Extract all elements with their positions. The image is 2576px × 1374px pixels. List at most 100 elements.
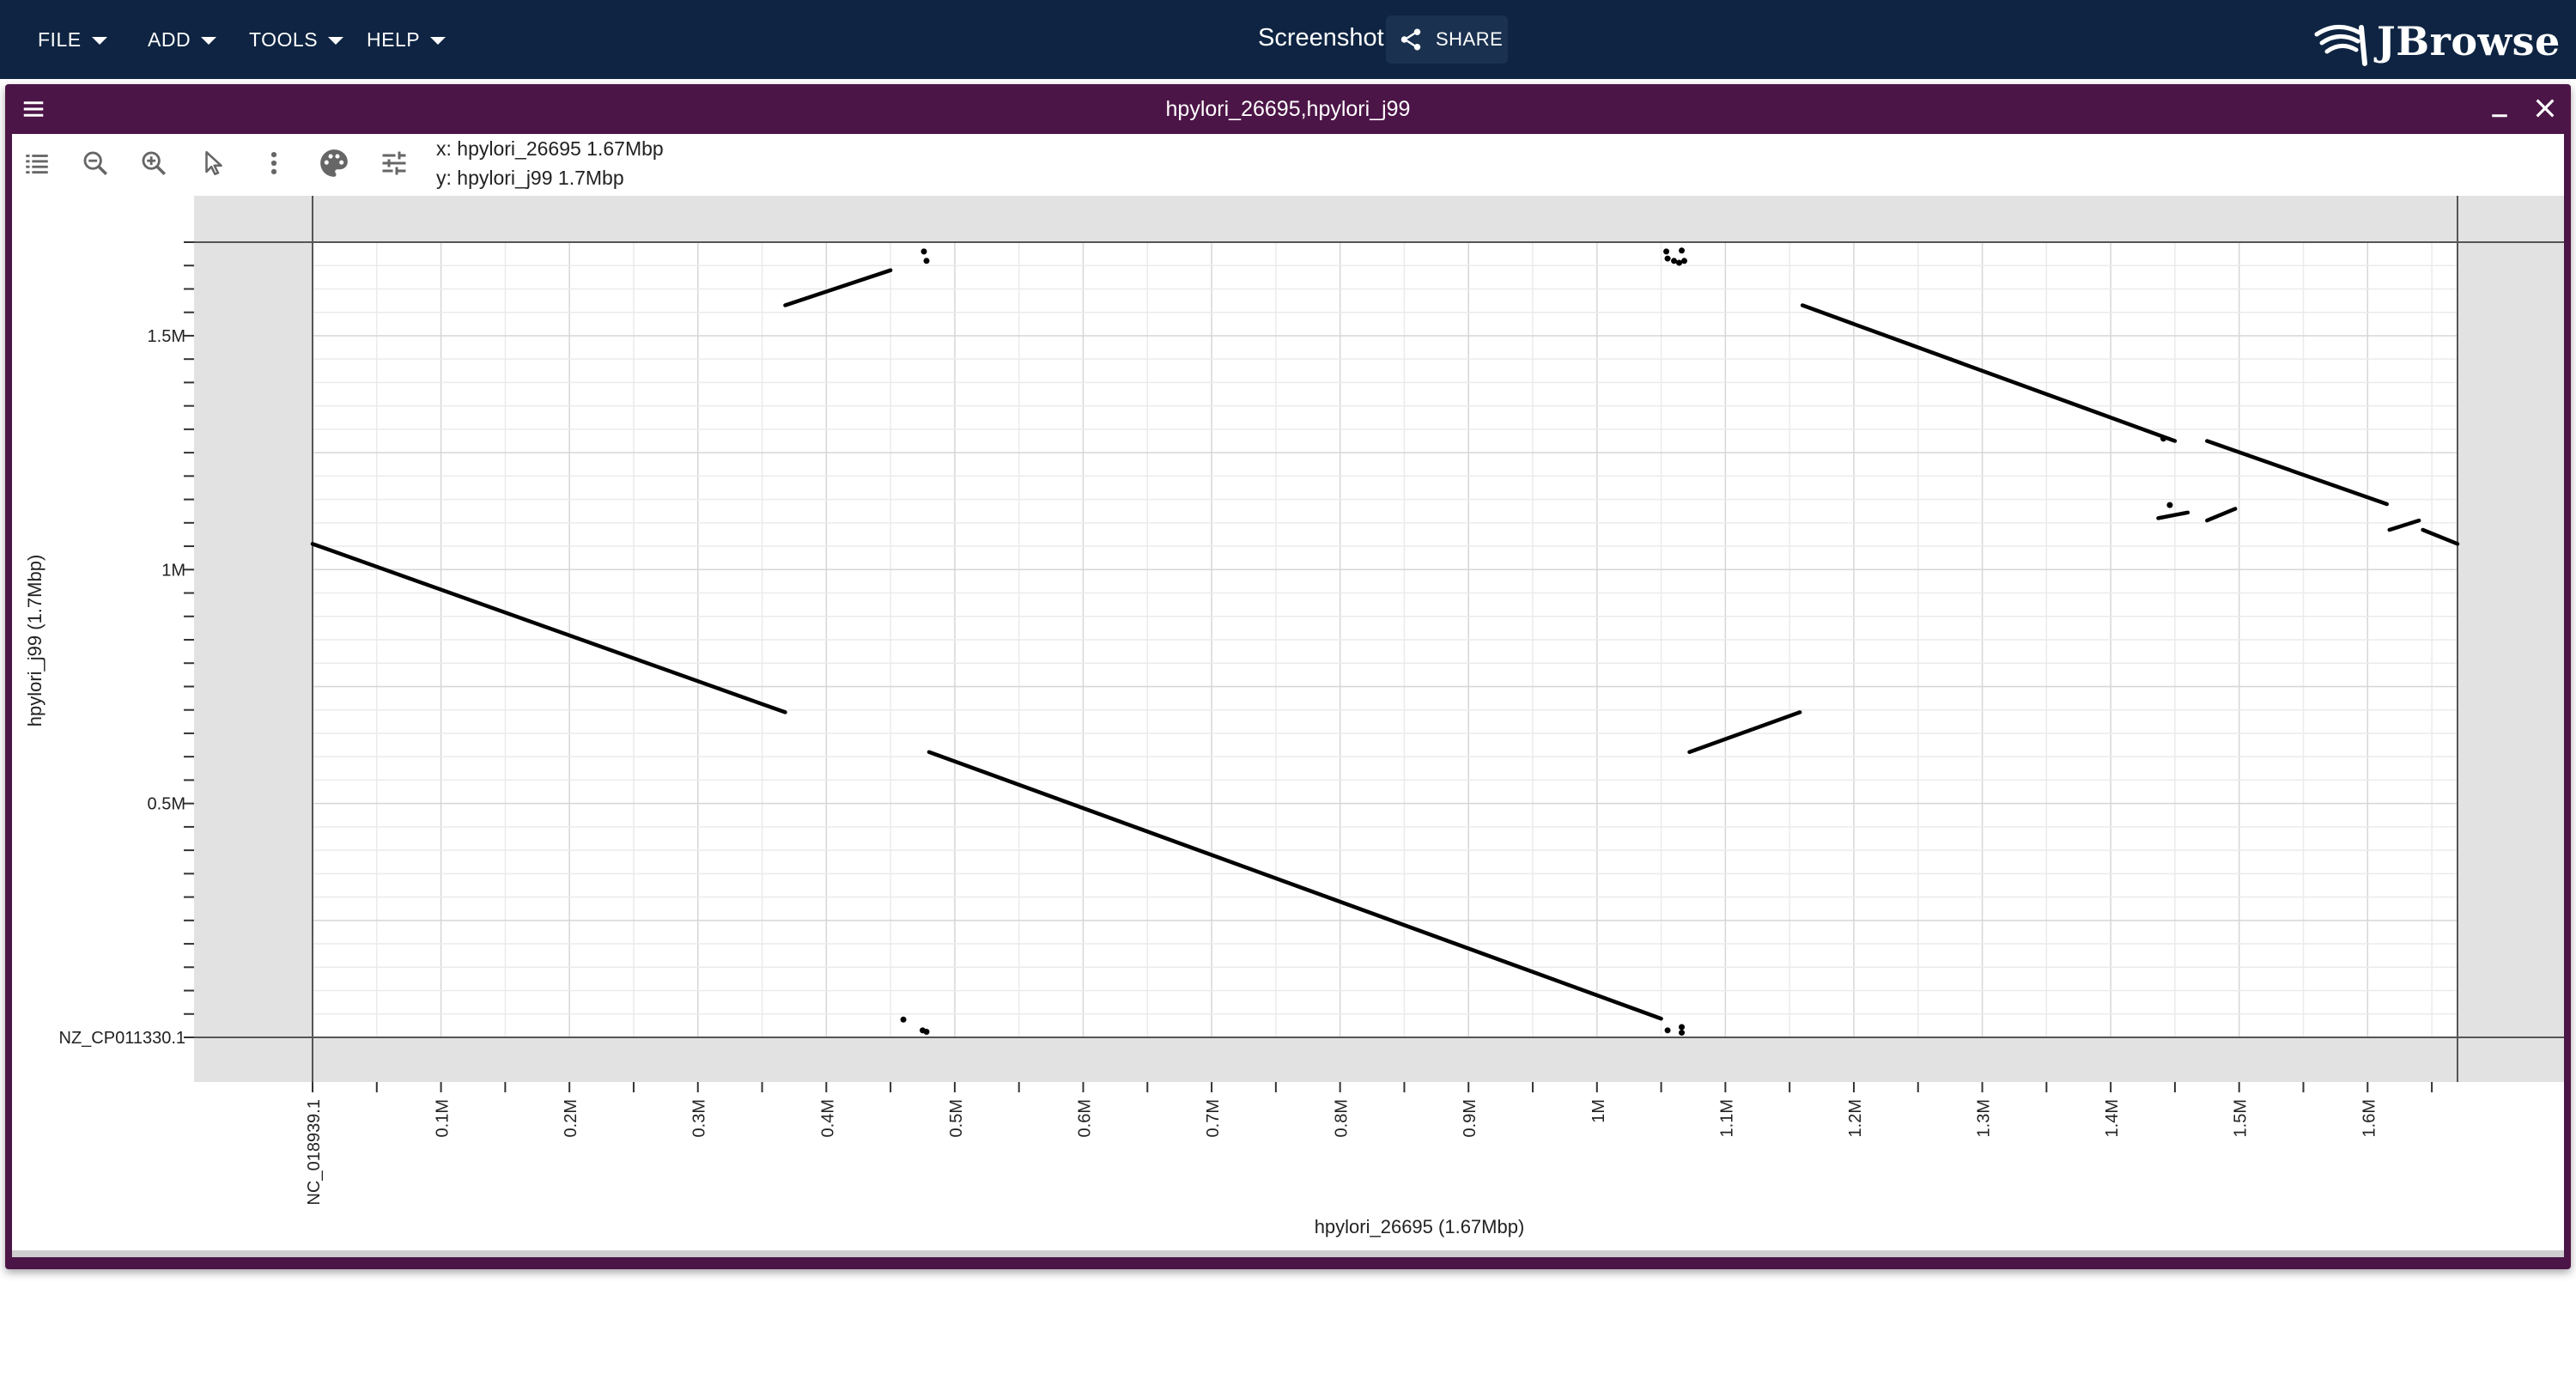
- close-icon[interactable]: [2531, 94, 2559, 122]
- alignment-segment[interactable]: [2156, 510, 2190, 520]
- alignment-segment[interactable]: [310, 542, 787, 714]
- x-axis-tick-label: 0.4M: [818, 1099, 837, 1137]
- alignment-point[interactable]: [2160, 435, 2166, 442]
- alignment-point[interactable]: [920, 248, 927, 255]
- minimize-icon[interactable]: [2487, 96, 2512, 122]
- cursor-icon: [205, 150, 222, 176]
- zoom-in-button[interactable]: [132, 143, 175, 184]
- jbrowse-logo-text: JBrowse: [2377, 18, 2561, 64]
- more-vert-icon: [270, 151, 277, 175]
- y-axis-tick-label: 1.5M: [148, 327, 185, 346]
- view-title[interactable]: hpylori_26695,hpylori_j99: [1165, 97, 1411, 121]
- x-axis-tick-label: 1.5M: [2232, 1099, 2251, 1137]
- x-axis-tick-label: 0.6M: [1075, 1099, 1094, 1137]
- caret-down-icon: [201, 37, 217, 45]
- alignment-point[interactable]: [923, 258, 930, 264]
- share-label: SHARE: [1436, 28, 1504, 50]
- x-axis-tick-label: 1.6M: [2360, 1099, 2379, 1137]
- alignment-point[interactable]: [923, 1028, 930, 1035]
- x-axis-tick-label: 1.4M: [2103, 1099, 2122, 1137]
- alignment-point[interactable]: [900, 1016, 907, 1023]
- alignment-point[interactable]: [1681, 258, 1688, 264]
- y-axis-tick-label: 0.5M: [148, 795, 185, 814]
- tools-menu-label: TOOLS: [249, 27, 319, 51]
- app-bar: FILE ADD TOOLS HELP Screenshot SHARE JBr…: [0, 0, 2576, 79]
- dotplot-view: hpylori_26695,hpylori_j99: [5, 84, 2571, 1269]
- coordinate-readout: x: hpylori_26695 1.67Mbp y: hpylori_j99 …: [436, 134, 664, 192]
- zoom-out-icon: [83, 151, 108, 176]
- x-axis-tick-label: 0.5M: [947, 1099, 966, 1137]
- zoom-out-button[interactable]: [74, 143, 117, 184]
- plot-background: [194, 196, 2564, 1082]
- alignment-point[interactable]: [1679, 1030, 1686, 1037]
- palette-icon: [320, 149, 348, 177]
- alignment-segment[interactable]: [2205, 507, 2238, 523]
- alignment-segment[interactable]: [2387, 518, 2421, 532]
- alignment-segment[interactable]: [927, 750, 1663, 1021]
- view-body: x: hpylori_26695 1.67Mbp y: hpylori_j99 …: [12, 134, 2564, 1250]
- file-menu-button[interactable]: FILE: [38, 19, 107, 60]
- y-axis-title: hpylori_j99 (1.7Mbp): [24, 555, 46, 727]
- y-axis: NZ_CP011330.1 0.5M 1M 1.5M: [59, 241, 194, 1048]
- x-axis-tick-label: 0.1M: [434, 1099, 453, 1137]
- x-axis-tick-label: 0.8M: [1333, 1099, 1352, 1137]
- x-axis-tick-label: 1.2M: [1846, 1099, 1865, 1137]
- plot-border: [194, 196, 2564, 1082]
- alignment-point[interactable]: [1664, 1027, 1671, 1034]
- y-axis-tick-label: NZ_CP011330.1: [59, 1029, 186, 1048]
- y-axis-tick-label: 1M: [161, 561, 185, 580]
- jbrowse-logo-icon: [2314, 25, 2367, 66]
- jbrowse-logo: JBrowse: [2312, 15, 2561, 67]
- file-menu-label: FILE: [38, 27, 82, 51]
- share-button[interactable]: SHARE: [1386, 15, 1508, 64]
- x-axis-title: hpylori_26695 (1.67Mbp): [1315, 1216, 1525, 1237]
- x-axis-tick-label: 0.9M: [1461, 1099, 1479, 1137]
- alignment-point[interactable]: [1679, 1024, 1686, 1030]
- cursor-mode-button[interactable]: [192, 143, 235, 184]
- caret-down-icon: [328, 37, 344, 45]
- settings-button[interactable]: [373, 143, 416, 184]
- x-axis-tick-label: 1.1M: [1717, 1099, 1736, 1137]
- alignment-point[interactable]: [1663, 248, 1670, 255]
- alignment-point[interactable]: [1676, 259, 1683, 266]
- more-options-button[interactable]: [252, 143, 295, 184]
- dotplot-chart[interactable]: NC_018939.1 0.1M 0.2M 0.3M 0.4M 0.5M 0.6M 0.7M 0…: [12, 134, 2564, 1250]
- x-axis-tick-label: 0.7M: [1204, 1099, 1223, 1137]
- track-selector-button[interactable]: [15, 143, 58, 184]
- alignment-point[interactable]: [1679, 247, 1686, 254]
- caret-down-icon: [430, 37, 447, 45]
- coordinate-y: y: hpylori_j99 1.7Mbp: [436, 167, 624, 189]
- grid: [313, 242, 2458, 1037]
- view-header: hpylori_26695,hpylori_j99: [5, 84, 2571, 134]
- add-menu-button[interactable]: ADD: [148, 19, 217, 60]
- x-axis-tick-label: 1M: [1589, 1099, 1608, 1123]
- alignment-point[interactable]: [1671, 258, 1678, 264]
- share-icon: [1400, 28, 1421, 51]
- caret-down-icon: [91, 37, 107, 45]
- coordinate-x: x: hpylori_26695 1.67Mbp: [436, 137, 664, 160]
- alignment-data[interactable]: [310, 247, 2460, 1037]
- alignment-segment[interactable]: [2421, 527, 2460, 546]
- x-axis: NC_018939.1 0.1M 0.2M 0.3M 0.4M 0.5M 0.6M 0.7M 0…: [305, 1082, 2433, 1205]
- alignment-segment[interactable]: [1687, 710, 1802, 754]
- alignment-point[interactable]: [1664, 255, 1671, 262]
- tune-icon: [382, 151, 406, 175]
- list-icon: [26, 155, 48, 174]
- x-axis-tick-label: 1.3M: [1975, 1099, 1994, 1137]
- x-axis-tick-label: 0.3M: [690, 1099, 709, 1137]
- session-title[interactable]: Screenshot: [1258, 24, 1384, 52]
- zoom-in-icon: [142, 151, 167, 176]
- alignment-point[interactable]: [2166, 502, 2173, 508]
- tools-menu-button[interactable]: TOOLS: [249, 19, 344, 60]
- alignment-segment[interactable]: [1800, 303, 2178, 443]
- help-menu-button[interactable]: HELP: [367, 19, 447, 60]
- add-menu-label: ADD: [148, 27, 191, 51]
- x-axis-tick-label: NC_018939.1: [305, 1099, 324, 1205]
- alignment-segment[interactable]: [783, 268, 893, 307]
- help-menu-label: HELP: [367, 27, 421, 51]
- resize-handle[interactable]: [12, 1250, 2564, 1257]
- color-options-button[interactable]: [313, 143, 355, 184]
- hamburger-menu-icon[interactable]: [21, 96, 46, 122]
- alignment-segment[interactable]: [2205, 439, 2389, 507]
- x-axis-tick-label: 0.2M: [562, 1099, 580, 1137]
